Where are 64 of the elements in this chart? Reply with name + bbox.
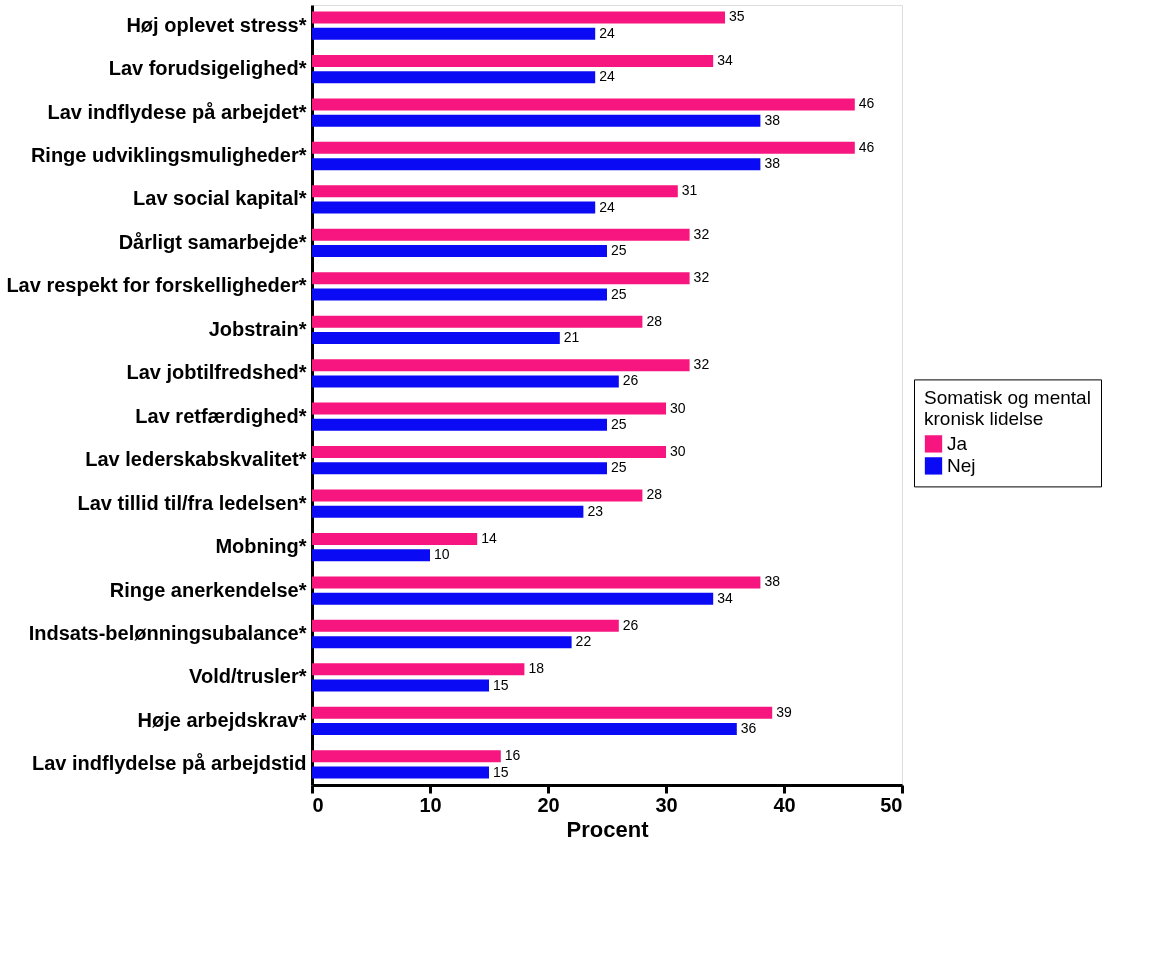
x-tick-label: 0: [312, 793, 324, 816]
x-tick-label: 10: [419, 793, 442, 816]
y-tick-label: Høj oplevet stress*: [126, 13, 307, 36]
y-tick-label: Lav tillid til/fra ledelsen*: [77, 491, 307, 514]
x-axis-title: Procent: [566, 816, 650, 842]
legend-label: Ja: [947, 432, 968, 454]
y-tick-label: Jobstrain*: [208, 317, 307, 340]
data-label: 10: [434, 546, 450, 563]
data-label: 36: [740, 720, 757, 737]
data-label: 28: [646, 486, 663, 503]
y-tick-label: Lav lederskabskvalitet*: [85, 448, 307, 471]
y-tick-label: Lav jobtilfredshed*: [126, 361, 307, 384]
data-label: 16: [504, 747, 521, 764]
data-label: 46: [858, 138, 875, 155]
legend-label: Nej: [947, 454, 976, 476]
y-tick-label: Dårligt samarbejde*: [118, 230, 307, 253]
data-label: 24: [599, 68, 615, 85]
data-label: 30: [670, 399, 686, 416]
data-label: 32: [693, 269, 710, 286]
data-label: 25: [611, 285, 627, 302]
y-tick-label: Vold/trusler*: [189, 665, 307, 688]
data-label: 31: [681, 182, 698, 199]
y-tick-label: Lav indflydese på arbejdet*: [47, 100, 307, 123]
data-label: 32: [693, 356, 710, 373]
data-label: 46: [858, 95, 875, 112]
data-label: 28: [646, 312, 663, 329]
data-label: 38: [764, 111, 781, 128]
data-label: 25: [611, 242, 627, 259]
legend-title: Somatisk og mental kronisk lidelse: [924, 387, 1091, 430]
y-tick-label: Lav respekt for forskelligheder*: [6, 274, 307, 297]
data-label: 18: [528, 660, 545, 677]
y-tick-label: Lav social kapital*: [133, 187, 307, 210]
data-label: 32: [693, 225, 710, 242]
data-label: 24: [599, 198, 615, 215]
data-label: 34: [717, 51, 733, 68]
data-label: 38: [764, 573, 781, 590]
data-label: 30: [670, 443, 686, 460]
x-tick-label: 20: [537, 793, 560, 816]
y-tick-label: Høje arbejdskrav*: [137, 708, 307, 731]
data-label: 23: [587, 502, 604, 519]
y-tick-label: Mobning*: [215, 535, 307, 558]
data-label: 15: [493, 763, 509, 780]
y-tick-label: Lav indflydelse på arbejdstid: [31, 752, 307, 775]
x-tick-label: 30: [655, 793, 678, 816]
y-tick-label: Ringe udviklingsmuligheder*: [30, 144, 307, 166]
y-tick-label: Lav forudsigelighed*: [108, 57, 307, 80]
data-label: 24: [599, 24, 615, 41]
data-label: 21: [563, 328, 580, 345]
data-label: 26: [622, 372, 639, 389]
data-label: 26: [622, 616, 639, 633]
y-tick-label: Lav retfærdighed*: [135, 404, 307, 427]
data-label: 39: [776, 703, 792, 720]
data-label: 25: [611, 415, 627, 432]
x-tick-label: 40: [773, 793, 796, 816]
data-label: 15: [493, 676, 509, 693]
x-tick-label: 50: [880, 793, 903, 816]
data-label: 14: [481, 529, 497, 546]
data-label: 25: [611, 459, 627, 476]
data-label: 38: [764, 155, 781, 172]
data-label: 22: [575, 633, 592, 650]
y-tick-label: Indsats-belønningsubalance*: [28, 622, 307, 644]
data-label: 35: [729, 8, 745, 25]
y-tick-label: Ringe anerkendelse*: [109, 578, 307, 601]
data-label: 34: [717, 589, 733, 606]
